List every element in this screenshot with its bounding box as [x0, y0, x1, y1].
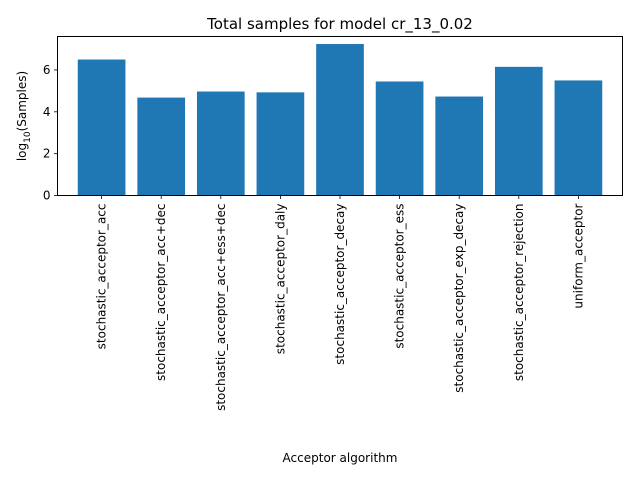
bar-stochastic_acceptor_daly [256, 92, 305, 196]
plot-frame [57, 36, 623, 196]
x-tick-label: stochastic_acceptor_ess [393, 204, 407, 349]
x-tick-label: stochastic_acceptor_exp_decay [452, 204, 466, 393]
x-tick-label: stochastic_acceptor_decay [333, 204, 347, 365]
chart-title: Total samples for model cr_13_0.02 [206, 15, 473, 34]
x-tick-label: stochastic_acceptor_acc+ess+dec [214, 204, 228, 411]
y-tick-label: 0 [43, 189, 51, 203]
x-tick-label: stochastic_acceptor_rejection [512, 204, 526, 382]
bar-stochastic_acceptor_acc+dec [137, 97, 186, 196]
x-tick-label: stochastic_acceptor_daly [273, 204, 287, 355]
bar-stochastic_acceptor_acc+ess+dec [196, 91, 245, 196]
bar-stochastic_acceptor_ess [375, 81, 424, 196]
y-tick-label: 2 [43, 147, 51, 161]
y-tick-label: 4 [43, 105, 51, 119]
y-axis-ticks: 0 2 4 6 [43, 63, 58, 203]
x-axis-label: Acceptor algorithm [283, 451, 398, 465]
x-axis-ticks: stochastic_acceptor_acc stochastic_accept… [95, 195, 585, 411]
bars-group [77, 44, 603, 196]
y-tick-label: 6 [43, 63, 51, 77]
bar-stochastic_acceptor_decay [316, 44, 364, 196]
bar-uniform_acceptor [554, 80, 603, 196]
bar-stochastic_acceptor_acc [77, 59, 126, 196]
x-tick-label: stochastic_acceptor_acc [95, 204, 109, 350]
x-tick-label: uniform_acceptor [571, 203, 585, 308]
y-axis-label: log10(Samples) [15, 71, 33, 161]
x-tick-label: stochastic_acceptor_acc+dec [154, 204, 168, 381]
bar-stochastic_acceptor_exp_decay [435, 96, 484, 196]
bar-stochastic_acceptor_rejection [494, 66, 543, 196]
